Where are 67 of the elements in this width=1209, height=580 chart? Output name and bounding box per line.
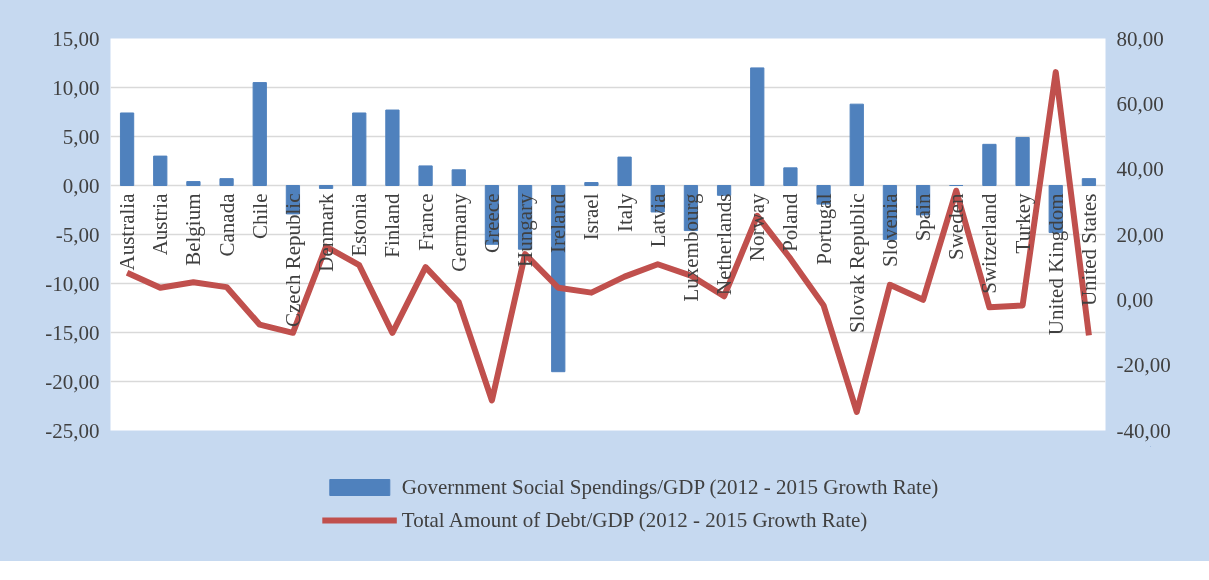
x-tick-label: Norway <box>745 193 770 262</box>
x-tick-label: Czech Republic <box>280 193 305 328</box>
bar <box>849 103 864 186</box>
y-tick-label: -15,00 <box>45 320 100 345</box>
x-tick-label: Switzerland <box>977 193 1002 294</box>
y2-tick-label: 20,00 <box>1116 222 1164 247</box>
x-tick-label: Ireland <box>546 193 571 253</box>
bar <box>352 112 367 186</box>
x-tick-label: Canada <box>214 192 239 257</box>
x-tick-label: Germany <box>446 193 471 272</box>
bar <box>318 185 334 189</box>
y-tick-label: -20,00 <box>45 369 100 394</box>
x-tick-label: Estonia <box>347 192 372 257</box>
y-tick-label: -25,00 <box>45 418 100 443</box>
x-tick-label: Australia <box>115 192 140 271</box>
y-tick-label: 0,00 <box>62 173 100 198</box>
bar <box>119 112 135 186</box>
y-tick-label: 5,00 <box>62 124 100 149</box>
y2-tick-label: 80,00 <box>1116 26 1164 51</box>
bar <box>1081 178 1097 186</box>
x-tick-label: Hungary <box>513 193 538 267</box>
legend-label: Total Amount of Debt/GDP (2012 - 2015 Growth Rate) <box>401 507 868 533</box>
bar <box>783 167 798 186</box>
y-tick-label: 15,00 <box>52 26 100 51</box>
y2-tick-label: 60,00 <box>1116 91 1164 116</box>
x-tick-label: Latvia <box>645 192 670 248</box>
x-tick-label: Finland <box>380 193 405 258</box>
bar <box>186 181 201 186</box>
bar <box>252 82 267 186</box>
x-tick-label: Poland <box>778 193 803 252</box>
y2-tick-label: 0,00 <box>1116 287 1154 312</box>
x-tick-label: Italy <box>612 193 637 232</box>
x-tick-label: Israel <box>579 193 604 241</box>
legend-label: Government Social Spendings/GDP (2012 - 2015 Growth Rate) <box>401 474 939 500</box>
x-tick-label: Slovenia <box>877 192 902 267</box>
x-tick-label: Luxembourg <box>678 193 703 302</box>
x-tick-label: Netherlands <box>712 193 737 295</box>
x-tick-label: Belgium <box>181 193 206 266</box>
x-tick-label: Slovak Republic <box>844 193 869 333</box>
bar <box>750 67 765 186</box>
bar <box>584 182 599 186</box>
bar <box>716 185 732 196</box>
y2-tick-label: -40,00 <box>1116 418 1171 443</box>
x-tick-label: United Kingdom <box>1043 193 1068 336</box>
bar <box>418 165 433 186</box>
y-tick-label: 10,00 <box>52 75 100 100</box>
x-tick-label: Portugal <box>811 193 836 265</box>
x-tick-label: Chile <box>247 193 272 239</box>
bar <box>385 109 400 186</box>
x-tick-label: Spain <box>911 193 936 242</box>
y-tick-label: -10,00 <box>45 271 100 296</box>
x-tick-label: Greece <box>479 193 504 253</box>
y2-tick-label: 40,00 <box>1116 157 1164 182</box>
bar <box>982 143 997 186</box>
bar <box>451 169 466 186</box>
x-tick-label: United States <box>1076 193 1101 307</box>
x-tick-label: Denmark <box>314 193 339 272</box>
x-tick-label: Sweden <box>944 193 969 260</box>
x-tick-label: France <box>413 193 438 251</box>
bar <box>1015 136 1030 186</box>
bar <box>219 178 234 186</box>
x-tick-label: Turkey <box>1010 193 1035 254</box>
x-tick-label: Austria <box>148 192 173 256</box>
bar <box>617 156 632 186</box>
bar <box>153 155 168 186</box>
y2-tick-label: -20,00 <box>1116 353 1171 378</box>
y-tick-label: -5,00 <box>55 222 100 247</box>
